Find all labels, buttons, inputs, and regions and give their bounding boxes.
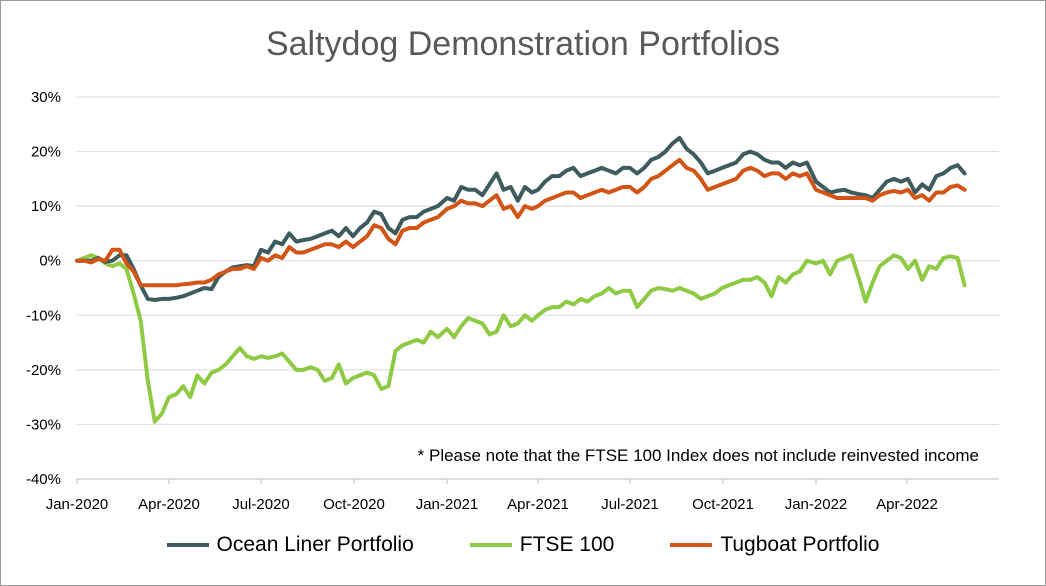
y-tick-label: 20% xyxy=(31,144,61,161)
y-axis-ticks: 30% 20% 10% 0% -10% -20% -30% -40% xyxy=(26,89,61,488)
x-tick-label: Apr-2020 xyxy=(138,496,200,513)
chart-annotation: * Please note that the FTSE 100 Index do… xyxy=(418,446,979,465)
x-tick-label: Jan-2022 xyxy=(785,496,848,513)
legend-label-tugboat: Tugboat Portfolio xyxy=(720,533,880,556)
x-tick-label: Oct-2021 xyxy=(692,496,754,513)
series-line-tugboat-portfolio xyxy=(75,157,967,288)
plot-area: 30% 20% 10% 0% -10% -20% -30% -40% Jan-2020 Apr-… xyxy=(26,89,999,513)
x-tick-label: Oct-2020 xyxy=(323,496,385,513)
series-lines xyxy=(75,135,967,424)
x-tick-label: Apr-2022 xyxy=(876,496,938,513)
x-tick-label: Jul-2021 xyxy=(601,496,659,513)
legend-item-tugboat: Tugboat Portfolio xyxy=(670,533,879,557)
legend-swatch-ftse-100 xyxy=(469,543,512,547)
y-tick-label: -30% xyxy=(26,416,61,433)
series-line-ftse-100 xyxy=(75,253,967,424)
legend-label-ftse-100: FTSE 100 xyxy=(519,533,615,556)
legend-swatch-tugboat xyxy=(670,543,713,547)
legend-item-ocean-liner: Ocean Liner Portfolio xyxy=(166,533,414,557)
x-tick-label: Jan-2020 xyxy=(46,496,109,513)
legend: Ocean Liner Portfolio FTSE 100 Tugboat P… xyxy=(1,533,1045,557)
chart-title: Saltydog Demonstration Portfolios xyxy=(265,25,781,63)
y-tick-label: 30% xyxy=(31,89,61,106)
x-tick-label: Jan-2021 xyxy=(416,496,479,513)
legend-label-ocean-liner: Ocean Liner Portfolio xyxy=(216,533,414,556)
x-tick-label: Apr-2021 xyxy=(507,496,569,513)
y-tick-label: -10% xyxy=(26,307,61,324)
x-axis-ticks: Jan-2020 Apr-2020 Jul-2020 Oct-2020 Jan-2021… xyxy=(46,479,938,513)
legend-item-ftse-100: FTSE 100 xyxy=(469,533,615,557)
x-tick-label: Jul-2020 xyxy=(232,496,290,513)
y-tick-label: 0% xyxy=(39,253,61,270)
y-tick-label: -20% xyxy=(26,362,61,379)
y-tick-label: 10% xyxy=(31,198,61,215)
y-tick-label: -40% xyxy=(26,471,61,488)
gridlines xyxy=(77,96,999,425)
legend-swatch-ocean-liner xyxy=(166,543,209,547)
